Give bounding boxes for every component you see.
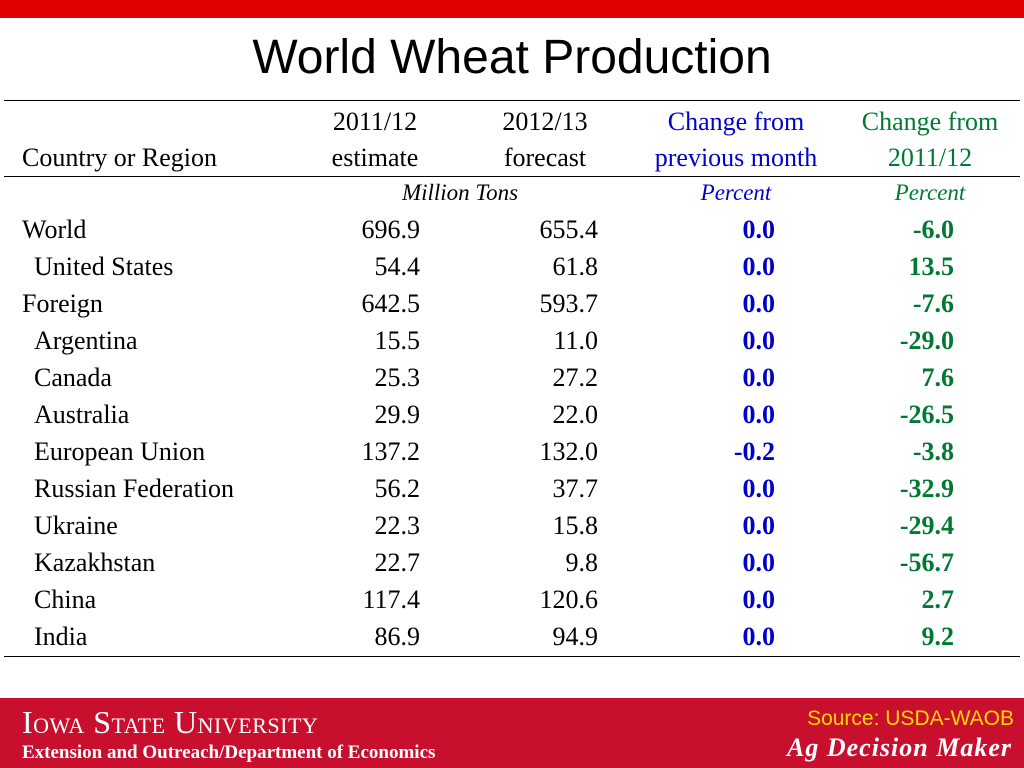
- table-row: Canada 25.3 27.2 0.0 7.6: [0, 360, 1024, 397]
- row-change-year: -26.5: [899, 400, 954, 429]
- top-accent-bar: [0, 0, 1024, 18]
- row-estimate: 642.5: [361, 289, 421, 318]
- header-col2-line1: 2012/13: [502, 107, 588, 136]
- row-estimate: 696.9: [361, 215, 421, 244]
- header-col4-line2: 2011/12: [887, 143, 973, 172]
- header-col1-line1: 2011/12: [332, 107, 418, 136]
- row-name: European Union: [34, 437, 206, 466]
- row-change-year: 13.5: [908, 252, 955, 281]
- header-col4-line1: Change from: [861, 107, 999, 136]
- row-forecast: 132.0: [539, 437, 599, 466]
- row-name: Australia: [34, 400, 130, 429]
- footer-banner: Iowa State University Extension and Outr…: [0, 698, 1024, 768]
- row-name: Kazakhstan: [34, 548, 156, 577]
- row-estimate: 56.2: [374, 474, 421, 503]
- row-change-year: 7.6: [921, 363, 955, 392]
- table-row: European Union 137.2 132.0 -0.2 -3.8: [0, 434, 1024, 471]
- row-change-month: 0.0: [742, 622, 776, 651]
- row-estimate: 15.5: [374, 326, 421, 355]
- brand-text: Ag Decision Maker: [787, 733, 1012, 762]
- row-forecast: 655.4: [539, 215, 599, 244]
- row-forecast: 15.8: [552, 511, 599, 540]
- slide-title: World Wheat Production: [252, 31, 772, 84]
- row-estimate: 29.9: [374, 400, 421, 429]
- row-name: Canada: [34, 363, 112, 392]
- row-estimate: 86.9: [374, 622, 421, 651]
- units-percent-year: Percent: [894, 180, 966, 205]
- row-change-year: 9.2: [921, 622, 955, 651]
- header-country: Country or Region: [22, 143, 217, 172]
- row-forecast: 120.6: [539, 585, 599, 614]
- row-estimate: 54.4: [374, 252, 421, 281]
- row-change-year: -29.4: [899, 511, 954, 540]
- row-name: World: [22, 215, 87, 244]
- row-change-year: -32.9: [899, 474, 954, 503]
- row-estimate: 25.3: [374, 363, 421, 392]
- units-million-tons: Million Tons: [401, 180, 519, 205]
- row-forecast: 593.7: [539, 289, 599, 318]
- row-forecast: 22.0: [552, 400, 599, 429]
- row-forecast: 27.2: [552, 363, 599, 392]
- header-col1-line2: estimate: [331, 143, 419, 172]
- row-change-month: 0.0: [742, 363, 776, 392]
- row-change-year: -56.7: [899, 548, 954, 577]
- table-row: Kazakhstan 22.7 9.8 0.0 -56.7: [0, 545, 1024, 582]
- table-header-rule: [4, 176, 1020, 177]
- row-name: China: [34, 585, 97, 614]
- table-row: Australia 29.9 22.0 0.0 -26.5: [0, 397, 1024, 434]
- table-row: United States 54.4 61.8 0.0 13.5: [0, 249, 1024, 286]
- row-change-month: 0.0: [742, 400, 776, 429]
- university-logo-text: Iowa State University: [22, 704, 319, 740]
- table-row: World 696.9 655.4 0.0 -6.0: [0, 212, 1024, 249]
- row-estimate: 137.2: [361, 437, 421, 466]
- row-change-year: -3.8: [912, 437, 954, 466]
- row-name: Ukraine: [34, 511, 118, 540]
- row-forecast: 9.8: [565, 548, 599, 577]
- row-change-month: 0.0: [742, 326, 776, 355]
- table-row: Russian Federation 56.2 37.7 0.0 -32.9: [0, 471, 1024, 508]
- row-change-month: 0.0: [742, 289, 776, 318]
- row-name: Foreign: [22, 289, 103, 318]
- row-forecast: 61.8: [552, 252, 599, 281]
- row-name: Argentina: [34, 326, 138, 355]
- table-row: India 86.9 94.9 0.0 9.2: [0, 619, 1024, 656]
- source-text: Source: USDA-WAOB: [807, 707, 1014, 730]
- row-change-year: -6.0: [912, 215, 954, 244]
- row-estimate: 22.7: [374, 548, 421, 577]
- row-name: United States: [34, 252, 174, 281]
- row-change-month: 0.0: [742, 511, 776, 540]
- row-forecast: 37.7: [552, 474, 599, 503]
- row-change-month: 0.0: [742, 252, 776, 281]
- header-col3-line2: previous month: [654, 143, 818, 172]
- row-forecast: 11.0: [553, 326, 598, 355]
- row-forecast: 94.9: [552, 622, 599, 651]
- row-change-month: 0.0: [742, 474, 776, 503]
- row-name: India: [34, 622, 88, 651]
- row-estimate: 22.3: [374, 511, 421, 540]
- row-estimate: 117.4: [362, 585, 420, 614]
- header-col3-line1: Change from: [667, 107, 805, 136]
- row-change-year: -7.6: [912, 289, 954, 318]
- header-col2-line2: forecast: [503, 143, 587, 172]
- row-change-month: 0.0: [742, 215, 776, 244]
- table-row: Ukraine 22.3 15.8 0.0 -29.4: [0, 508, 1024, 545]
- row-change-month: 0.0: [742, 585, 776, 614]
- units-percent-month: Percent: [700, 180, 772, 205]
- table-row: Argentina 15.5 11.0 0.0 -29.0: [0, 323, 1024, 360]
- department-text: Extension and Outreach/Department of Eco…: [22, 742, 436, 763]
- row-change-month: -0.2: [733, 437, 775, 466]
- table-top-rule: [4, 100, 1020, 101]
- row-change-month: 0.0: [742, 548, 776, 577]
- table-row: China 117.4 120.6 0.0 2.7: [0, 582, 1024, 619]
- row-change-year: -29.0: [899, 326, 954, 355]
- table-bottom-rule: [4, 656, 1020, 657]
- table-row: Foreign 642.5 593.7 0.0 -7.6: [0, 286, 1024, 323]
- row-change-year: 2.7: [921, 585, 955, 614]
- row-name: Russian Federation: [34, 474, 235, 503]
